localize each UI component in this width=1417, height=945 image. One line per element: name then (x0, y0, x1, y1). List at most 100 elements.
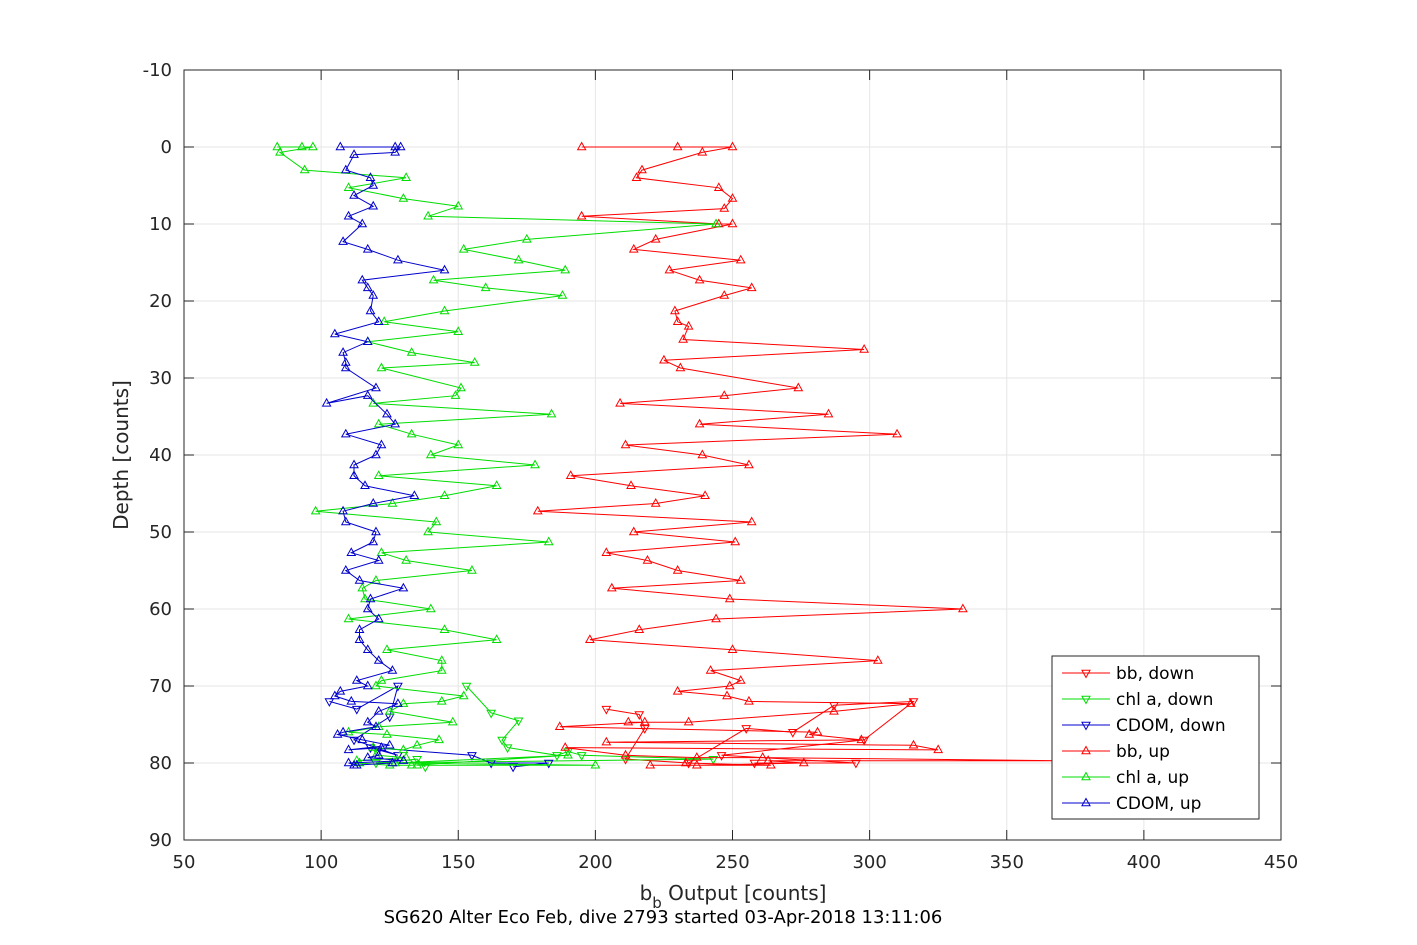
data-point (735, 675, 746, 684)
data-point (554, 721, 565, 731)
data-point (634, 624, 645, 633)
data-point (700, 490, 710, 500)
legend-label: bb, down (1116, 664, 1194, 684)
x-axis-label-subscript: b (652, 894, 662, 912)
data-point (436, 655, 447, 664)
data-point (623, 716, 634, 726)
data-point (823, 408, 834, 418)
data-point (321, 397, 332, 407)
data-point (357, 734, 368, 744)
data-point (357, 582, 368, 592)
data-point (272, 141, 283, 151)
data-point (439, 305, 450, 315)
data-point (650, 233, 661, 243)
y-tick-label: 30 (149, 368, 172, 389)
legend-label: CDOM, up (1116, 794, 1201, 814)
data-point (601, 705, 612, 715)
data-point (634, 711, 645, 721)
data-point (765, 759, 776, 769)
data-point (530, 459, 540, 469)
data-point (829, 705, 839, 715)
data-point (798, 757, 809, 767)
data-point (376, 439, 387, 449)
data-point (467, 752, 477, 761)
data-point (650, 497, 661, 507)
y-tick-label: 70 (149, 676, 172, 697)
data-point (343, 182, 354, 192)
legend-marker (1081, 695, 1091, 705)
data-point (741, 725, 752, 734)
data-point (659, 354, 669, 364)
data-point (373, 749, 384, 759)
data-point (491, 480, 502, 489)
data-point (423, 526, 433, 536)
data-point (343, 757, 354, 767)
axis-ticks: 50 100 150 200 250 300 350 400 450 -10 0 10 20 30 40 50… (143, 60, 1299, 873)
data-point (382, 644, 392, 654)
data-point (859, 343, 870, 353)
data-point (340, 564, 351, 574)
data-point (360, 480, 370, 489)
y-tick-label: 60 (149, 599, 172, 620)
data-point (439, 264, 450, 274)
data-point (590, 759, 601, 769)
data-point (513, 254, 524, 264)
data-point (368, 290, 379, 299)
data-point (373, 470, 384, 479)
data-point (458, 690, 469, 700)
data-point (683, 320, 694, 330)
data-point (340, 362, 351, 372)
data-point (384, 739, 395, 749)
data-point (297, 141, 307, 151)
data-point (373, 418, 384, 428)
x-tick-label: 100 (304, 852, 338, 873)
data-point (384, 705, 395, 715)
y-tick-label: 90 (149, 830, 172, 851)
y-tick-label: 50 (149, 522, 172, 543)
data-point (387, 497, 398, 507)
data-point (697, 146, 708, 156)
data-point (393, 698, 403, 707)
legend-box (1051, 655, 1260, 820)
data-point (329, 328, 340, 338)
data-point (601, 736, 612, 746)
legend-marker (1081, 669, 1091, 679)
x-tick-label: 350 (990, 852, 1024, 873)
data-point (423, 210, 433, 220)
data-point (307, 141, 318, 151)
data-point (338, 347, 348, 356)
data-point (719, 390, 730, 399)
y-tick-label: 20 (149, 291, 172, 312)
data-point (683, 759, 694, 769)
legend-label: CDOM, down (1116, 716, 1226, 736)
data-point (543, 759, 554, 769)
data-point (678, 333, 689, 343)
data-point (343, 613, 354, 623)
data-point (560, 742, 571, 751)
data-point (672, 564, 683, 574)
data-point (354, 574, 365, 584)
data-point (343, 744, 354, 754)
data-point (406, 428, 417, 438)
data-point (365, 305, 376, 315)
data-point (730, 536, 741, 546)
data-point (722, 690, 732, 700)
data-point (735, 254, 746, 264)
data-point (368, 536, 379, 546)
data-point (351, 705, 362, 715)
data-point (461, 682, 472, 692)
x-axis-label: bb Output [counts] (640, 881, 827, 912)
data-point (957, 603, 968, 613)
data-point (382, 408, 392, 418)
data-point (362, 390, 373, 399)
data-point (727, 193, 738, 202)
data-point (376, 547, 387, 556)
data-point (340, 164, 351, 174)
data-point (447, 716, 458, 726)
data-point (373, 655, 384, 664)
data-point (340, 516, 351, 526)
data-point (354, 634, 365, 643)
data-point (691, 759, 702, 769)
data-point (406, 347, 417, 356)
data-point (467, 564, 477, 574)
